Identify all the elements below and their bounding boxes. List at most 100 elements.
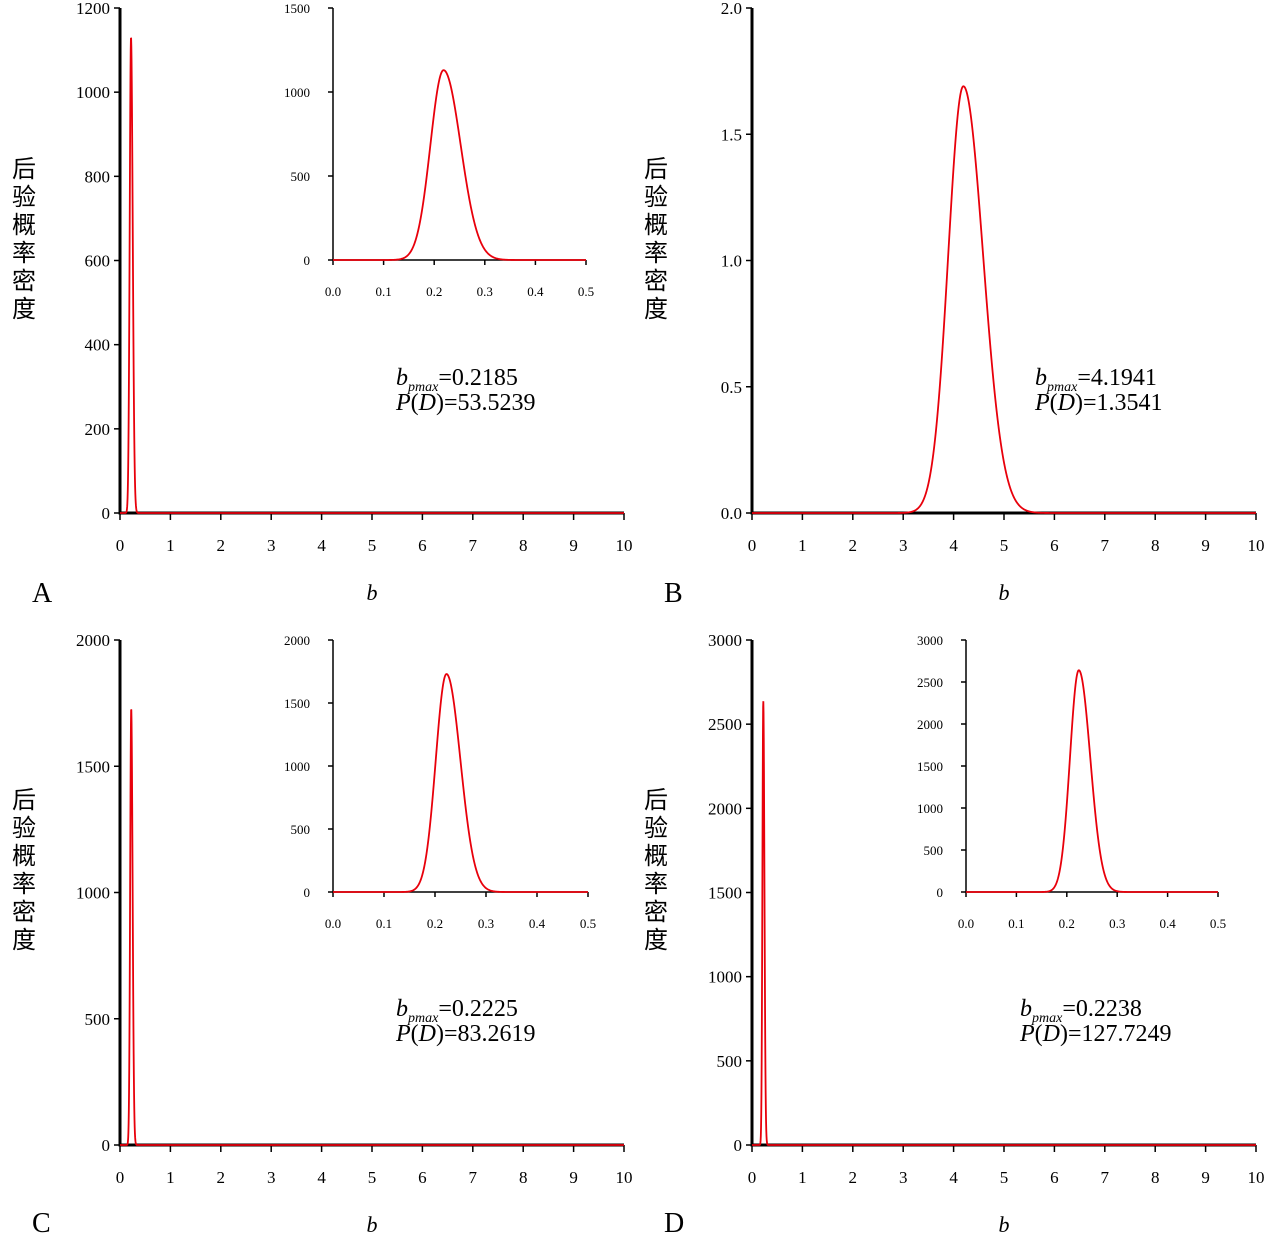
y-tick-label: 800 <box>85 167 111 186</box>
x-tick-label: 3 <box>899 1168 908 1187</box>
y-axis-label: 后验概率密度 <box>644 156 668 323</box>
x-tick-label: 10 <box>1248 1168 1265 1187</box>
x-tick-label: 3 <box>267 1168 276 1187</box>
inset-chart: 0 500 1000 1500 2000 2500 3000 0.0 0.1 0.2 0.3 0.4 0… <box>917 633 1226 931</box>
inset-y-tick-label: 0 <box>304 253 311 268</box>
b-pmax-annotation: bpmax=0.2238 <box>1020 996 1142 1026</box>
panel-d: 0 500 1000 1500 2000 2500 3000 0 1 2 3 4 5 6 7 8 9 10 后验概率… <box>644 631 1265 1234</box>
x-axis-label: b <box>999 580 1010 605</box>
inset-x-tick-label: 0.3 <box>477 284 493 299</box>
panel-letter: A <box>32 578 53 609</box>
x-tick-label: 7 <box>1101 536 1110 555</box>
y-tick-label: 2.0 <box>721 0 742 18</box>
panel-letter: D <box>664 1208 684 1234</box>
panel-b: 0.0 0.5 1.0 1.5 2.0 0 1 2 3 4 5 6 7 8 9 10 后验概率密度 b Bbpmax… <box>644 0 1265 609</box>
y-tick-label: 500 <box>85 1010 111 1029</box>
x-tick-label: 0 <box>116 1168 125 1187</box>
inset-x-tick-label: 0.4 <box>527 284 544 299</box>
inset-y-tick-label: 1500 <box>917 759 943 774</box>
y-tick-label: 0.5 <box>721 378 742 397</box>
y-tick-label: 500 <box>717 1052 743 1071</box>
inset-density-curve <box>333 673 588 893</box>
inset-x-tick-label: 0.2 <box>426 284 442 299</box>
inset-x-tick-label: 0.4 <box>1159 916 1176 931</box>
inset-y-tick-label: 2500 <box>917 675 943 690</box>
x-tick-label: 4 <box>317 536 326 555</box>
x-tick-label: 10 <box>616 536 633 555</box>
inset-x-tick-label: 0.1 <box>376 916 392 931</box>
y-axis-label: 后验概率密度 <box>12 156 36 323</box>
x-tick-label: 4 <box>949 1168 958 1187</box>
y-tick-label: 1000 <box>76 884 110 903</box>
inset-x-tick-label: 0.5 <box>1210 916 1226 931</box>
inset-x-tick-label: 0.1 <box>1008 916 1024 931</box>
y-tick-label: 1.5 <box>721 125 742 144</box>
density-curve <box>752 701 1256 1146</box>
x-tick-label: 1 <box>798 1168 807 1187</box>
inset-y-tick-label: 1000 <box>917 801 943 816</box>
inset-x-tick-label: 0.2 <box>427 916 443 931</box>
inset-y-tick-label: 2000 <box>917 717 943 732</box>
inset-chart: 0 500 1000 1500 0.0 0.1 0.2 0.3 0.4 0.5 <box>284 1 594 299</box>
y-tick-label: 0 <box>102 504 111 523</box>
x-tick-label: 6 <box>418 536 427 555</box>
x-tick-label: 1 <box>798 536 807 555</box>
x-tick-label: 1 <box>166 1168 175 1187</box>
inset-x-tick-label: 0.5 <box>580 916 596 931</box>
y-axis-label: 后验概率密度 <box>644 787 668 954</box>
x-tick-label: 2 <box>849 1168 858 1187</box>
x-tick-label: 8 <box>519 1168 528 1187</box>
x-tick-label: 8 <box>519 536 528 555</box>
inset-y-tick-label: 1000 <box>284 85 310 100</box>
x-tick-label: 3 <box>899 536 908 555</box>
y-tick-label: 0 <box>102 1136 111 1155</box>
y-tick-label: 1000 <box>76 83 110 102</box>
density-curve <box>752 85 1256 514</box>
panel-a: 0 200 400 600 800 1000 1200 0 1 2 3 4 5 6 7 8 9 10 后验概率密度 b… <box>12 0 633 609</box>
x-tick-label: 2 <box>217 536 226 555</box>
inset-x-tick-label: 0.4 <box>529 916 546 931</box>
pd-annotation: P(D)=53.5239 <box>395 390 536 416</box>
inset-y-tick-label: 1500 <box>284 696 310 711</box>
y-tick-label: 3000 <box>708 631 742 650</box>
pd-annotation: P(D)=83.2619 <box>395 1021 536 1047</box>
inset-x-tick-label: 0.0 <box>325 916 341 931</box>
x-tick-label: 0 <box>748 1168 757 1187</box>
inset-x-tick-label: 0.2 <box>1059 916 1075 931</box>
inset-y-tick-label: 0 <box>304 885 311 900</box>
x-tick-label: 9 <box>569 536 578 555</box>
inset-x-tick-label: 0.0 <box>958 916 974 931</box>
inset-x-tick-label: 0.0 <box>325 284 341 299</box>
panel-letter: B <box>664 578 683 609</box>
x-axis-label: b <box>367 580 378 605</box>
x-tick-label: 5 <box>1000 1168 1009 1187</box>
y-tick-label: 1000 <box>708 968 742 987</box>
x-tick-label: 0 <box>116 536 125 555</box>
x-tick-label: 7 <box>1101 1168 1110 1187</box>
panel-letter: C <box>32 1208 51 1234</box>
y-tick-label: 1500 <box>708 884 742 903</box>
y-axis-label: 后验概率密度 <box>12 787 36 954</box>
x-tick-label: 5 <box>368 536 377 555</box>
x-axis-label: b <box>999 1212 1010 1234</box>
inset-y-tick-label: 3000 <box>917 633 943 648</box>
x-tick-label: 2 <box>849 536 858 555</box>
inset-y-tick-label: 500 <box>291 822 311 837</box>
inset-x-tick-label: 0.3 <box>478 916 494 931</box>
inset-y-tick-label: 2000 <box>284 633 310 648</box>
x-tick-label: 8 <box>1151 536 1160 555</box>
y-tick-label: 1200 <box>76 0 110 18</box>
x-tick-label: 5 <box>1000 536 1009 555</box>
x-tick-label: 6 <box>1050 536 1059 555</box>
y-tick-label: 2500 <box>708 715 742 734</box>
y-tick-label: 2000 <box>708 799 742 818</box>
inset-x-tick-label: 0.5 <box>578 284 594 299</box>
x-tick-label: 4 <box>317 1168 326 1187</box>
pd-annotation: P(D)=127.7249 <box>1019 1021 1172 1047</box>
x-tick-label: 5 <box>368 1168 377 1187</box>
density-curve <box>120 709 624 1146</box>
panel-c: 0 500 1000 1500 2000 0 1 2 3 4 5 6 7 8 9 10 后验概率密度 b Cbpma… <box>12 631 633 1234</box>
y-tick-label: 2000 <box>76 631 110 650</box>
inset-chart: 0 500 1000 1500 2000 0.0 0.1 0.2 0.3 0.4 0.5 <box>284 633 596 931</box>
